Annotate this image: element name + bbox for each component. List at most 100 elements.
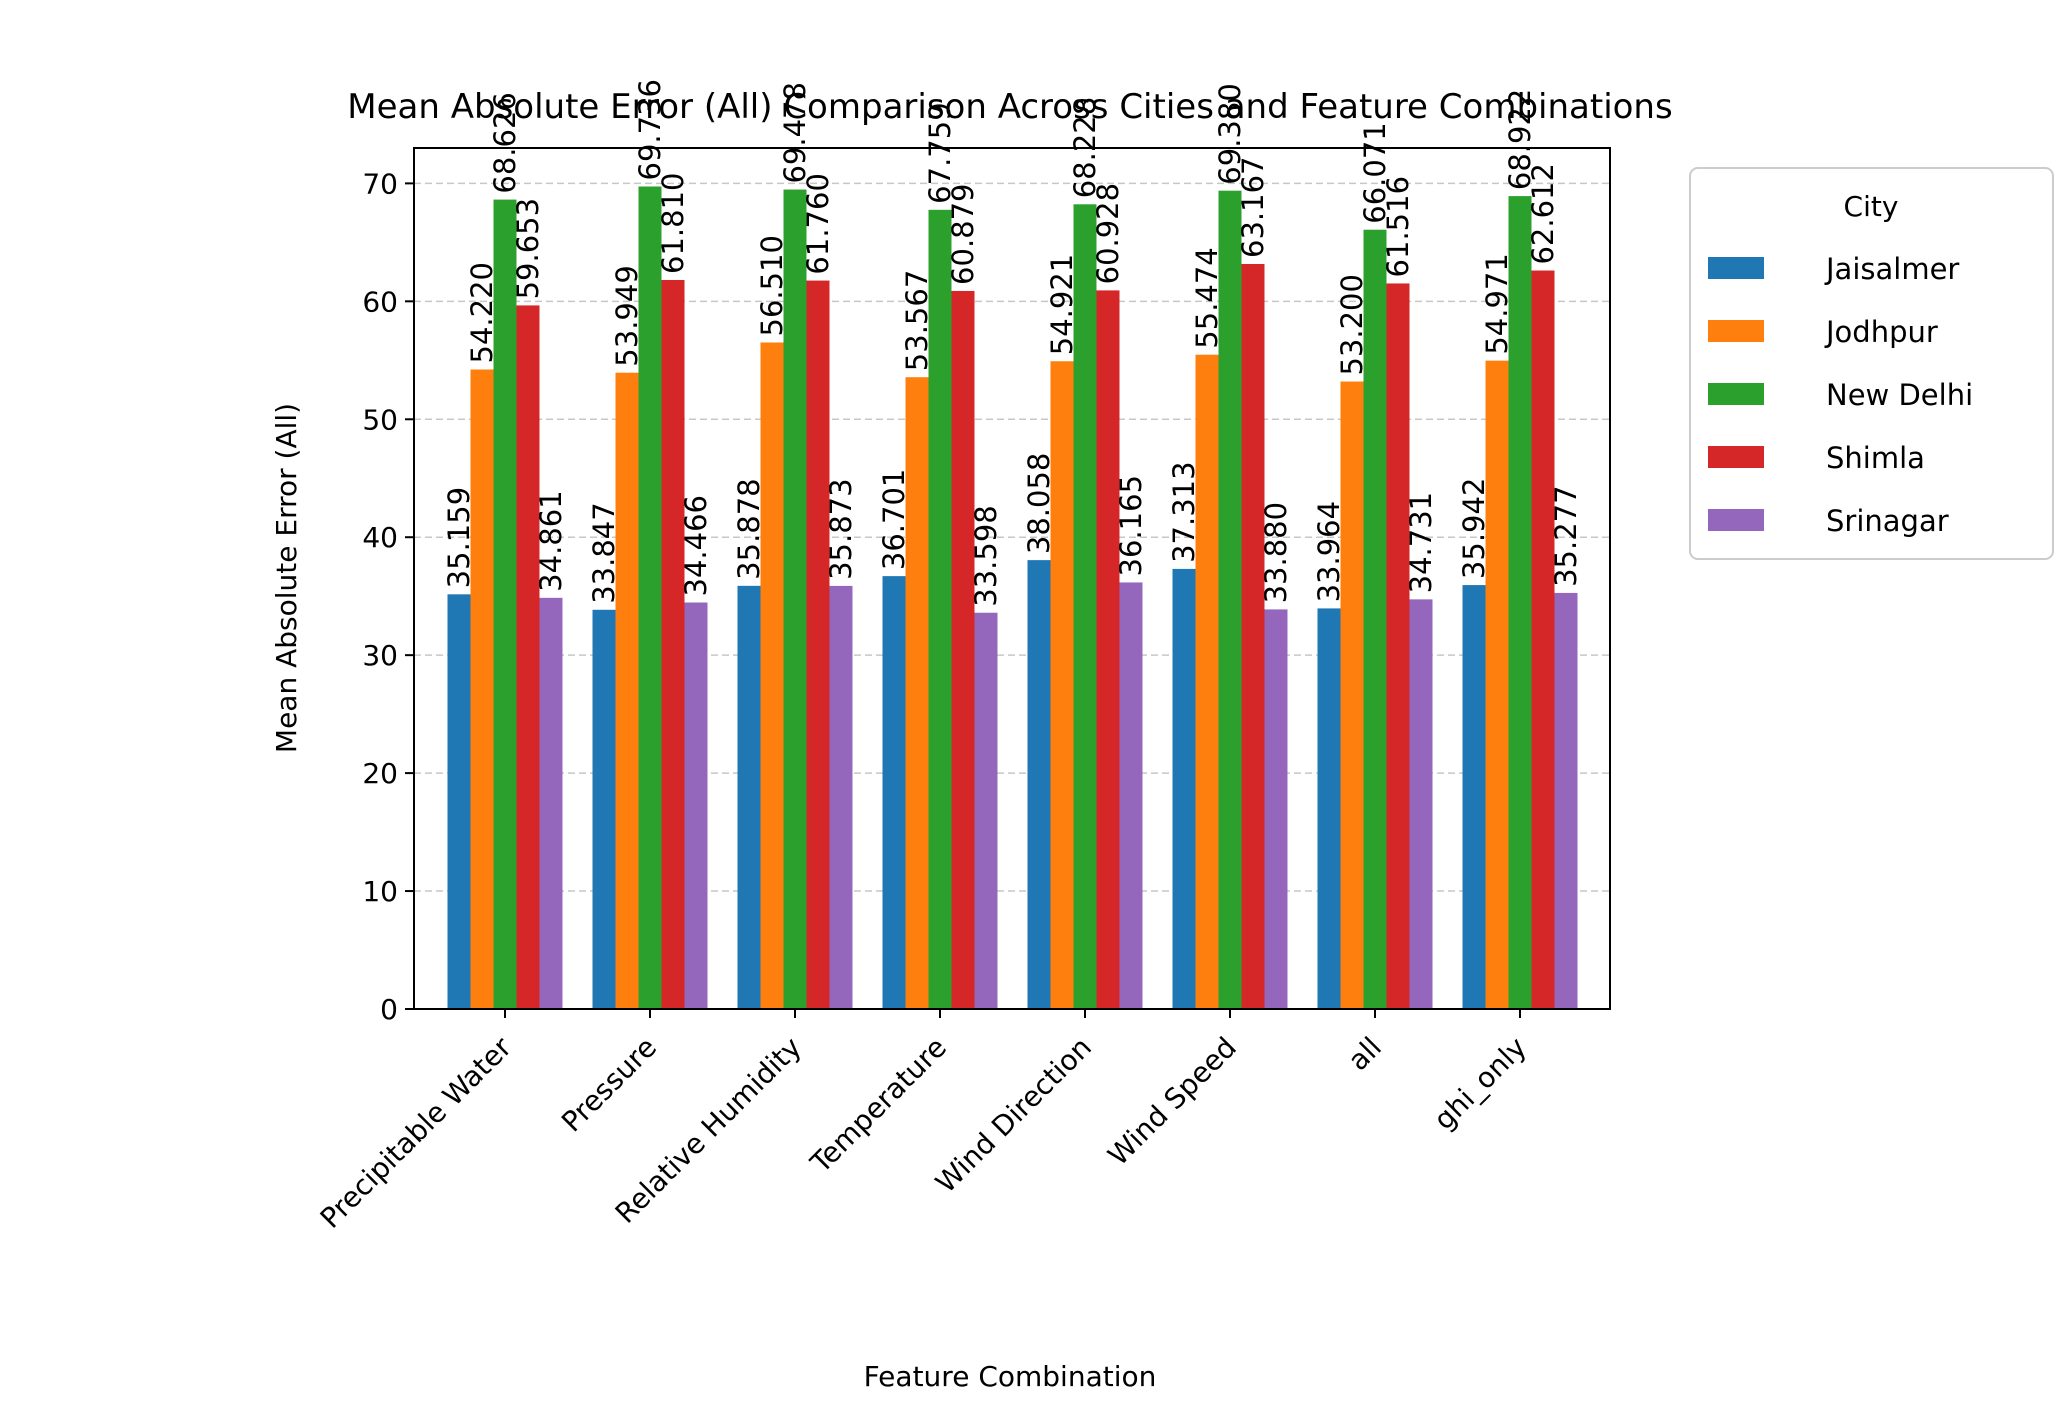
bar: [783, 189, 807, 1010]
data-label: 61.760: [801, 173, 835, 274]
bar: [928, 209, 952, 1010]
data-label: 61.516: [1381, 176, 1415, 277]
data-label: 62.612: [1526, 163, 1560, 264]
bar: [1554, 592, 1578, 1009]
data-label: 35.159: [442, 487, 476, 588]
legend-item: New Delhi: [1826, 378, 1973, 412]
bar: [1119, 582, 1143, 1009]
data-label: 53.200: [1335, 274, 1369, 375]
bar: [1172, 568, 1196, 1009]
legend-item: Jodhpur: [1824, 315, 1938, 349]
bar: [1195, 354, 1219, 1009]
y-tick-label: 20: [362, 757, 398, 790]
data-label: 34.731: [1404, 492, 1438, 593]
data-label: 56.510: [755, 235, 789, 336]
data-label: 69.380: [1213, 83, 1247, 184]
y-tick-label: 40: [362, 521, 398, 554]
bar: [493, 199, 517, 1009]
bar: [974, 612, 998, 1009]
legend-swatch: [1708, 257, 1764, 279]
bar: [638, 186, 662, 1009]
data-label: 36.701: [877, 469, 911, 570]
chart-title: Mean Absolute Error (All) Comparison Acr…: [347, 87, 1672, 127]
bar: [882, 576, 906, 1009]
bar: [661, 279, 685, 1009]
data-label: 69.736: [633, 79, 667, 180]
data-label: 68.626: [488, 92, 522, 193]
plot-frame: [413, 147, 1611, 1010]
bar: [539, 597, 563, 1009]
y-axis-label: Mean Absolute Error (All): [270, 403, 303, 753]
data-label: 69.478: [778, 82, 812, 183]
bar: [1027, 560, 1051, 1009]
legend-swatch: [1708, 446, 1764, 468]
bar: [806, 280, 830, 1009]
data-label: 33.964: [1312, 501, 1346, 602]
data-label: 34.466: [679, 495, 713, 596]
y-tick-label: 70: [362, 167, 398, 200]
legend-item: Srinagar: [1826, 504, 1949, 538]
legend-swatch: [1708, 320, 1764, 342]
data-label: 55.474: [1190, 247, 1224, 348]
data-label: 60.879: [946, 183, 980, 284]
x-axis-label: Feature Combination: [864, 1360, 1157, 1393]
data-label: 66.071: [1358, 122, 1392, 223]
data-label: 33.880: [1259, 502, 1293, 603]
y-tick-label: 60: [362, 285, 398, 318]
bar: [760, 342, 784, 1009]
bar: [1531, 270, 1555, 1009]
bar: [1508, 196, 1532, 1010]
bar: [1317, 608, 1341, 1009]
data-label: 35.873: [824, 478, 858, 579]
data-label: 37.313: [1167, 461, 1201, 562]
bar: [829, 585, 853, 1009]
bar: [1264, 609, 1288, 1009]
bar: [905, 377, 929, 1010]
data-label: 35.878: [732, 478, 766, 579]
y-tick-label: 0: [380, 993, 398, 1026]
bar: [470, 369, 494, 1009]
data-labels: 35.159 33.847 35.878 36.701 38.058 37.313 33.9…: [442, 79, 1583, 607]
data-label: 53.949: [610, 265, 644, 366]
legend-swatch: [1708, 509, 1764, 531]
bar: [1241, 263, 1265, 1009]
bar: [737, 585, 761, 1009]
data-label: 53.567: [900, 270, 934, 371]
y-tick-label: 50: [362, 403, 398, 436]
bars: [447, 186, 1578, 1010]
bar: [1485, 360, 1509, 1009]
data-label: 34.861: [534, 490, 568, 591]
bar: [615, 372, 639, 1010]
data-label: 68.922: [1503, 89, 1537, 190]
bar: [516, 305, 540, 1009]
data-label: 38.058: [1022, 453, 1056, 554]
data-label: 67.759: [923, 102, 957, 203]
bar: [1462, 585, 1486, 1009]
legend-item: Shimla: [1826, 441, 1925, 475]
bar: [684, 602, 708, 1009]
data-label: 33.847: [587, 502, 621, 603]
data-label: 60.928: [1091, 183, 1125, 284]
data-label: 35.942: [1457, 478, 1491, 579]
bar: [1409, 599, 1433, 1009]
data-label: 54.220: [465, 262, 499, 363]
bar: [447, 594, 471, 1009]
legend-item: Jaisalmer: [1824, 252, 1959, 286]
data-label: 59.653: [511, 198, 545, 299]
data-label: 35.277: [1549, 485, 1583, 586]
bar: [1096, 290, 1120, 1010]
data-label: 36.165: [1114, 475, 1148, 576]
legend-box: [1689, 167, 2054, 560]
bar: [1363, 229, 1387, 1009]
legend-swatch: [1708, 383, 1764, 405]
y-tick-label: 30: [362, 639, 398, 672]
y-tick-label: 10: [362, 875, 398, 908]
data-label: 63.167: [1236, 156, 1270, 257]
legend: City Jaisalmer Jodhpur New Delhi Shimla Srina…: [1689, 167, 2054, 560]
data-label: 54.921: [1045, 254, 1079, 355]
y-axis: 0 10 20 30 40 50 60 70: [362, 167, 414, 1026]
bar: [1340, 381, 1364, 1009]
data-label: 33.598: [969, 505, 1003, 606]
bar: [1218, 190, 1242, 1009]
